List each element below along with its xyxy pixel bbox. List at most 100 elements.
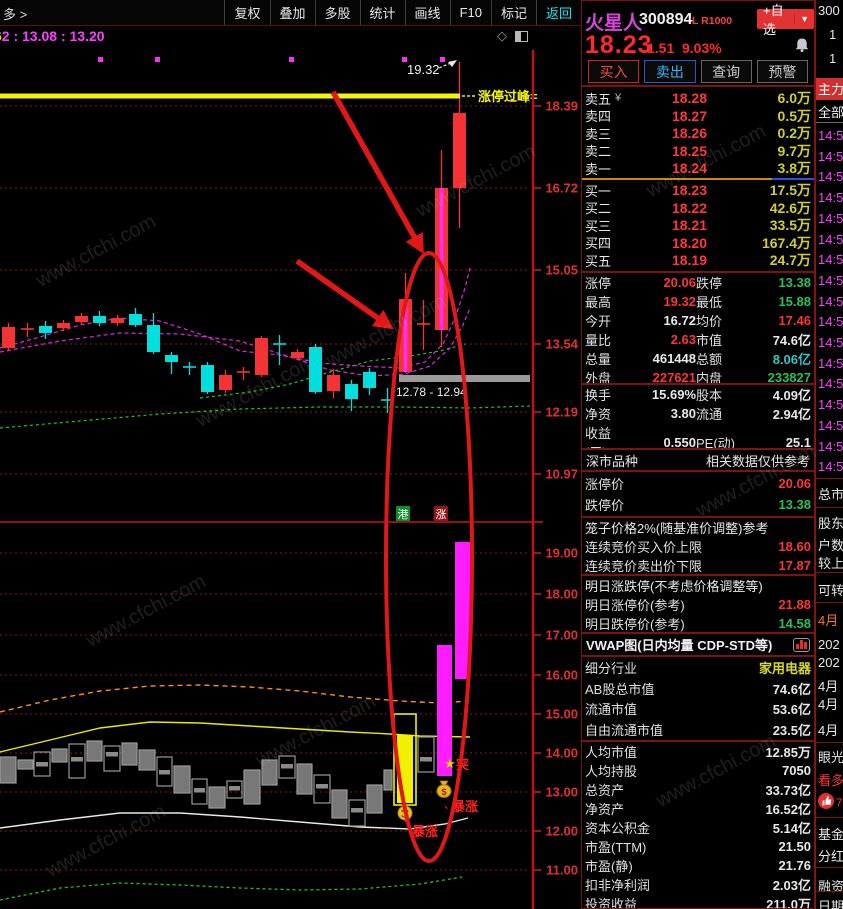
stats-row: 明日跌停价(参考) 14.58 [585,616,811,632]
stats-row: 跌停价 13.38 [585,497,811,513]
svg-text:12.78 - 12.94: 12.78 - 12.94 [396,385,467,399]
split-pane-icon[interactable] [515,30,528,42]
svg-text:暴涨: 暴涨 [411,824,438,839]
menu-item-back[interactable]: 返回 [535,0,581,25]
add-watchlist-button[interactable]: +自选 ▼ [757,3,814,37]
svg-text:14.00: 14.00 [545,746,578,761]
svg-text:19.00: 19.00 [545,546,578,561]
side-label: 4月 [818,697,839,712]
candlestick [165,355,178,362]
candlestick [129,314,142,325]
thumbs-up-icon[interactable]: 7 [817,792,843,815]
stats-row: AB股总市值 74.6亿 [585,681,811,697]
svg-text:涨: 涨 [436,508,447,521]
menu-item[interactable]: 复权 [224,0,269,25]
menu-item[interactable]: 统计 [359,0,405,25]
order-book-row[interactable]: 买四 18.20 167.4万 [585,234,811,252]
order-book-row[interactable]: 买三 18.21 33.5万 [585,217,811,234]
trade-button-卖出[interactable]: 卖出 [644,60,696,83]
stock-code: 300894 [639,11,693,28]
tick-row: 14:5 [818,272,843,288]
annotation-arrow [330,90,424,255]
tick-row: 14:5 [818,355,843,371]
svg-text:11.00: 11.00 [546,863,578,878]
svg-text:$: $ [441,787,446,797]
tick-row: 14:5 [818,190,843,206]
stats-row: 自由流通市值 23.5亿 [585,722,811,738]
side-label: 看多 [818,773,843,788]
annotation-arrow [295,258,394,330]
more-label[interactable]: 多 > [3,7,28,22]
tab-main-force[interactable]: 主力 [816,78,843,100]
sub-pane: 19.00 18.00 17.00 16.00 15.00 14.00 13.00 12.00… [0,506,578,901]
candlestick [453,113,466,188]
quote-panel: 火星人 300894 L R1000 +自选 ▼ 18.23 1.51 9.03%… [581,0,815,909]
candlestick [147,325,160,352]
market-notice: 深市品种 相关数据仅供参考 [582,449,815,471]
money-bag-icon: $ [436,780,452,798]
main-pane: 18.39 16.72 15.05 13.54 12.19 10.97 12.78 - 12… [0,57,579,482]
trade-button-买入[interactable]: 买入 [588,60,640,83]
stats-block-2: 换手15.69%股本4.09亿净资3.80流通2.94亿收益(三)0.550PE… [582,384,815,449]
order-book-row[interactable]: 卖三 18.26 0.2万 [585,125,811,142]
order-book-separator [582,178,814,180]
side-label: 4月 [818,613,839,628]
candlestick [309,347,322,392]
menu-item[interactable]: 标记 [490,0,536,25]
tick-row: 14:5 [818,438,843,454]
alert-bell-icon[interactable] [794,37,810,58]
stats-row: 连续竞价卖出价下限 17.87 [585,558,811,574]
tick-row: 14:5 [818,148,843,164]
top-menubar: 多 > 复权 叠加 多股 统计 画线 F10 标记 返回 [0,0,581,26]
side-label: 眼光 [818,750,843,765]
order-book-row[interactable]: 卖一 18.24 3.8万 [585,160,811,177]
candlestick [111,318,124,323]
svg-text:15.00: 15.00 [545,707,578,722]
trade-button-查询[interactable]: 查询 [700,60,752,83]
menu-item[interactable]: 画线 [404,0,450,25]
tick-row: 14:5 [818,397,843,413]
svg-text:12.19: 12.19 [545,405,578,420]
volume-bar [437,645,452,776]
stats-row: 资本公积金 5.14亿 [585,821,811,836]
order-book-row[interactable]: 买一 18.23 17.5万 [585,182,811,199]
stats-row: 换手 15.69% 股本 4.09亿 [585,387,811,403]
order-book-row[interactable]: 卖二 18.25 9.7万 [585,142,811,160]
side-label: 日期 [818,899,843,909]
menu-item[interactable]: 叠加 [269,0,315,25]
stats-row: 人均持股 7050 [585,763,811,779]
limit-prices: 涨停价 20.06 跌停价 13.38 [582,471,815,517]
stats-row: 涨停价 20.06 [585,476,811,492]
tab-all-ticks[interactable]: 全部 [818,105,843,120]
tick-row: 14:5 [818,459,843,475]
candlestick-chart[interactable]: 18.39 16.72 15.05 13.54 12.19 10.97 12.78 - 12… [0,0,581,909]
svg-text:17.00: 17.00 [545,628,578,643]
stats-row: 净资产 16.52亿 [585,802,811,817]
order-book-row[interactable]: 买五 18.19 24.7万 [585,252,811,269]
svg-text:18.00: 18.00 [545,587,578,602]
stats-row: 流通市值 53.6亿 [585,702,811,718]
order-book-row[interactable]: 买二 18.22 42.6万 [585,199,811,217]
tick-row: 14:5 [818,169,843,185]
menu-item[interactable]: F10 [449,0,491,25]
cage-price-block: 笼子价格2%(随基准价调整)参考 连续竞价买入价上限 18.60 连续竞价卖出价下限 1… [582,517,815,575]
stats-row: 最高 19.32 最低 15.88 [585,294,811,310]
tick-list-column[interactable]: 300 1 1 主力 全部 14:5 14:5 14:5 14:5 14:5 14:5 14:5 14:… [815,0,843,909]
order-book-row[interactable]: 卖五 ¥18.28 6.0万 [585,90,811,107]
candlestick [291,352,304,358]
svg-text:16.00: 16.00 [545,668,578,683]
annotation-ellipse [384,251,474,863]
stats-row: 细分行业 家用电器 [585,661,811,677]
side-label: 基金 [818,827,843,842]
menu-item[interactable]: 多股 [314,0,360,25]
trade-button-预警[interactable]: 预警 [756,60,808,83]
mini-chart-icon[interactable] [793,637,810,652]
diamond-marker-icon[interactable]: ◇ [497,28,507,43]
vwap-row[interactable]: VWAP图(日内均量 CDP-STD等) [582,633,815,656]
candlestick [75,316,88,322]
stats-row: 投资收益 211.0万 [585,897,811,909]
stock-tags: L R1000 [692,15,733,27]
stats-row: 市盈(TTM) 21.50 [585,839,811,855]
order-book-row[interactable]: 卖四 18.27 0.5万 [585,107,811,125]
